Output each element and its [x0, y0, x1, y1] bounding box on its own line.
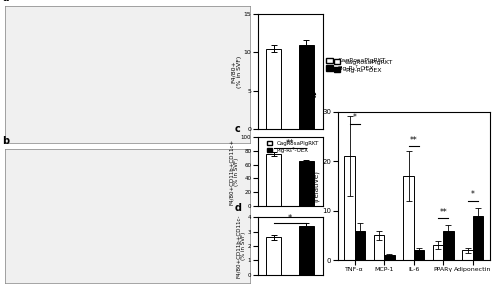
- Bar: [299, 45, 314, 129]
- Bar: [414, 250, 424, 260]
- Text: c: c: [235, 124, 240, 134]
- Bar: [355, 231, 365, 260]
- Bar: [299, 161, 314, 206]
- Y-axis label: F4/80+CD11b+CD11c-
(% in SVF): F4/80+CD11b+CD11c- (% in SVF): [236, 214, 246, 278]
- Bar: [374, 235, 384, 260]
- Y-axis label: F4/80+
(% in SVF): F4/80+ (% in SVF): [232, 55, 242, 88]
- Bar: [443, 231, 454, 260]
- Bar: [266, 237, 281, 275]
- Text: *: *: [288, 214, 292, 223]
- Bar: [266, 154, 281, 206]
- Text: a: a: [2, 0, 9, 3]
- Legend: CagRosaPlgRKT, Plg-Rₖᵀ-OEX: CagRosaPlgRKT, Plg-Rₖᵀ-OEX: [326, 57, 386, 72]
- Text: **: **: [286, 139, 294, 148]
- Bar: [433, 245, 443, 260]
- Bar: [462, 250, 472, 260]
- Legend: CagRosaPlgRKT, Plg-Rₖᵀ-OEX: CagRosaPlgRKT, Plg-Rₖᵀ-OEX: [333, 58, 394, 73]
- Text: **: **: [410, 136, 418, 145]
- Y-axis label: F4/80+CD11b+CD11c+
(% in SVF): F4/80+CD11b+CD11c+ (% in SVF): [228, 138, 239, 205]
- Text: b: b: [2, 136, 10, 146]
- Text: **: **: [440, 208, 447, 217]
- Y-axis label: mRNA
(relative): mRNA (relative): [306, 170, 320, 202]
- Text: *: *: [353, 114, 356, 122]
- Bar: [344, 156, 355, 260]
- Bar: [404, 176, 414, 260]
- Text: d: d: [235, 203, 242, 213]
- Bar: [384, 255, 394, 260]
- Bar: [299, 226, 314, 275]
- Bar: [472, 216, 483, 260]
- Text: e: e: [310, 90, 316, 100]
- Legend: CagRosaPlgRKT, Plg-Rₖᵀ-OEX: CagRosaPlgRKT, Plg-Rₖᵀ-OEX: [267, 140, 320, 153]
- Bar: [266, 49, 281, 129]
- Text: *: *: [471, 190, 474, 199]
